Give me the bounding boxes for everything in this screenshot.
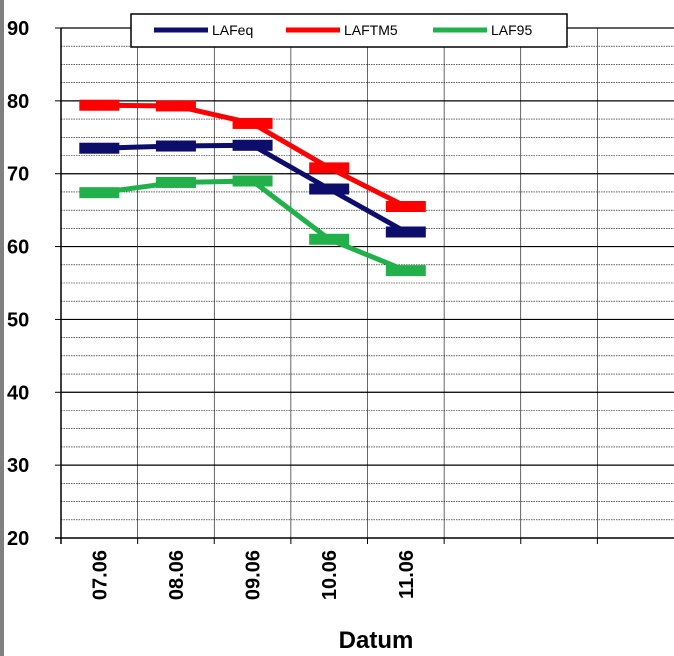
x-tick-label: 09.06 — [243, 550, 265, 600]
data-point-marker — [155, 176, 196, 188]
axes — [55, 27, 674, 544]
grid-lines — [61, 27, 674, 538]
x-axis-label: Datum — [339, 627, 414, 654]
data-point-marker — [79, 187, 120, 199]
y-tick-label: 60 — [7, 237, 29, 259]
legend-label: LAFTM5 — [344, 22, 398, 38]
legend-label: LAF95 — [491, 22, 532, 38]
series-laftm5 — [79, 99, 426, 212]
data-point-marker — [155, 140, 196, 152]
data-point-marker — [309, 162, 350, 174]
y-tick-label: 50 — [7, 309, 29, 331]
data-point-marker — [309, 183, 350, 195]
data-point-marker — [79, 142, 120, 154]
y-tick-label: 90 — [7, 18, 29, 40]
legend-item: LAFTM5 — [286, 22, 398, 38]
y-tick-label: 40 — [7, 382, 29, 404]
data-point-marker — [309, 233, 350, 245]
legend: LAFeq LAFTM5 LAF95 — [130, 13, 568, 48]
data-series — [79, 99, 426, 277]
y-tick-label: 80 — [7, 91, 29, 113]
y-tick-label: 70 — [7, 164, 29, 186]
x-tick-label: 10.06 — [319, 550, 341, 600]
data-point-marker — [232, 117, 273, 129]
legend-label: LAFeq — [212, 22, 253, 38]
data-point-marker — [385, 226, 426, 238]
data-point-marker — [385, 201, 426, 212]
series-lafeq — [79, 139, 426, 238]
y-tick-label: 20 — [7, 528, 29, 550]
data-point-marker — [232, 139, 273, 151]
data-point-marker — [232, 175, 273, 187]
x-tick-label: 11.06 — [396, 550, 418, 599]
x-tick-labels: 07.06 08.06 09.06 10.06 11.06 — [89, 550, 418, 600]
data-point-marker — [385, 265, 426, 277]
series-laf95 — [79, 175, 426, 277]
y-tick-label: 30 — [7, 455, 29, 477]
data-point-marker — [79, 99, 120, 111]
legend-item: LAF95 — [433, 22, 532, 38]
y-tick-labels: 20 30 40 50 60 70 80 90 — [7, 18, 29, 550]
data-point-marker — [155, 100, 196, 112]
left-border — [0, 0, 4, 656]
legend-item: LAFeq — [154, 22, 253, 38]
x-tick-label: 08.06 — [166, 550, 188, 600]
x-tick-label: 07.06 — [89, 550, 111, 600]
